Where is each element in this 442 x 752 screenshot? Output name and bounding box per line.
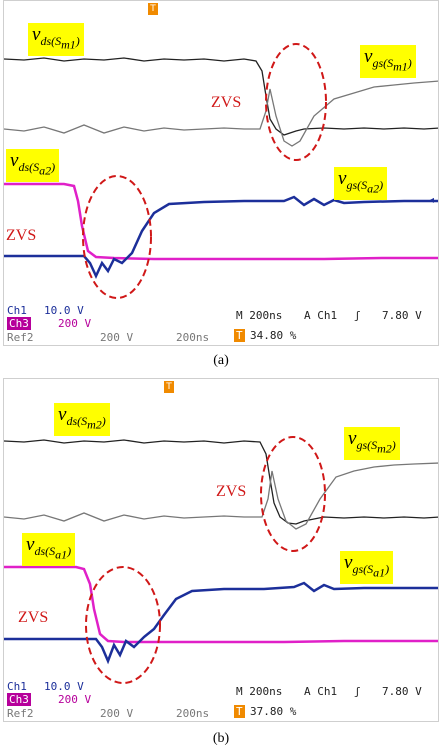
label-vds-bottom: vds(Sa1) xyxy=(22,533,76,567)
waveform-canvas xyxy=(4,436,438,684)
scope-status-bar: Ch1 10.0 V Ch3 200 V Ref2 200 V 200ns M … xyxy=(4,679,438,721)
trace-vds-bottom xyxy=(4,565,438,644)
ch3-scale: 200 V xyxy=(58,317,92,330)
trigger-marker-icon: T xyxy=(148,3,158,15)
ref-time: 200ns xyxy=(176,707,210,720)
scope-panel-a: T vds(Sm1) vgs(Sm1) vds(Sa2) vgs(Sa2) ZV… xyxy=(0,0,442,346)
zvs-ellipse-bottom xyxy=(82,175,152,299)
trace-vgs-top xyxy=(4,462,438,530)
caption-b: (b) xyxy=(212,731,230,746)
ch3-scale: 200 V xyxy=(58,693,92,706)
scope-status-bar: Ch1 10.0 V Ch3 200 V Ref2 200 V 200ns M … xyxy=(4,303,438,345)
trigger-slope-icon: ʃ xyxy=(354,685,361,698)
timebase: M 200ns xyxy=(236,685,283,698)
scope-screen: T vds(Sm1) vgs(Sm1) vds(Sa2) vgs(Sa2) ZV… xyxy=(3,0,439,346)
trace-vgs-bottom xyxy=(4,195,438,279)
label-vds-top: vds(Sm1) xyxy=(28,23,84,57)
zvs-label-top: ZVS xyxy=(211,94,242,111)
trigger-position-icon: T xyxy=(234,329,245,342)
trigger-slope-icon: ʃ xyxy=(354,309,361,322)
zvs-label-bottom: ZVS xyxy=(6,227,37,244)
ch1-scale: 10.0 V xyxy=(44,304,84,317)
trigger-percent: 37.80 % xyxy=(250,705,297,718)
scope-screen: T vds(Sm2) vgs(Sm2) vds(Sa1) vgs(Sa1) ZV… xyxy=(3,378,439,722)
ref-label: Ref2 xyxy=(7,707,34,720)
trigger-source: A Ch1 xyxy=(304,685,338,698)
trace-vgs-bottom xyxy=(4,581,438,665)
ch1-label: Ch1 xyxy=(7,304,27,317)
trace-vgs-top xyxy=(4,80,438,147)
zvs-label-bottom: ZVS xyxy=(18,609,49,626)
level-arrow-icon: ◂ xyxy=(428,195,434,206)
label-vgs-bottom: vgs(Sa1) xyxy=(340,551,394,585)
zvs-ellipse-top xyxy=(265,43,327,161)
trigger-source: A Ch1 xyxy=(304,309,338,322)
trigger-marker-icon: T xyxy=(164,381,174,393)
trace-vds-bottom xyxy=(4,182,438,261)
ch1-scale: 10.0 V xyxy=(44,680,84,693)
ref-scale: 200 V xyxy=(100,707,134,720)
zvs-ellipse-top xyxy=(260,436,326,552)
trigger-level: 7.80 V xyxy=(382,309,422,322)
caption-a: (a) xyxy=(213,353,229,368)
label-vgs-top: vgs(Sm2) xyxy=(344,427,400,461)
ref-label: Ref2 xyxy=(7,331,34,344)
ref-scale: 200 V xyxy=(100,331,134,344)
scope-panel-b: T vds(Sm2) vgs(Sm2) vds(Sa1) vgs(Sa1) ZV… xyxy=(0,378,442,722)
ref-time: 200ns xyxy=(176,331,210,344)
label-vds-top: vds(Sm2) xyxy=(54,403,110,437)
zvs-ellipse-bottom xyxy=(85,566,161,684)
label-vgs-top: vgs(Sm1) xyxy=(360,45,416,79)
waveform-canvas xyxy=(4,43,438,299)
ch3-label: Ch3 xyxy=(7,317,31,330)
trace-vds-top xyxy=(4,439,438,525)
timebase: M 200ns xyxy=(236,309,283,322)
label-vds-bottom: vds(Sa2) xyxy=(6,149,60,183)
zvs-label-top: ZVS xyxy=(216,483,247,500)
trigger-level: 7.80 V xyxy=(382,685,422,698)
trigger-position-icon: T xyxy=(234,705,245,718)
label-vgs-bottom: vgs(Sa2) xyxy=(334,167,388,201)
ch3-label: Ch3 xyxy=(7,693,31,706)
trigger-percent: 34.80 % xyxy=(250,329,297,342)
ch1-label: Ch1 xyxy=(7,680,27,693)
trace-vds-top xyxy=(4,57,438,136)
